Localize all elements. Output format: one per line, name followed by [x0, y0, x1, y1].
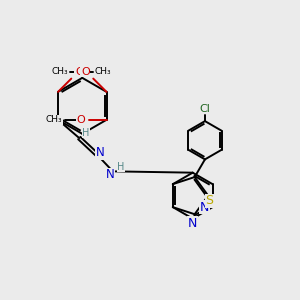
- Text: H: H: [82, 128, 89, 138]
- Text: S: S: [206, 194, 214, 207]
- Text: N: N: [95, 146, 104, 159]
- Text: Cl: Cl: [200, 104, 210, 114]
- Text: N: N: [106, 168, 115, 182]
- Text: H: H: [117, 162, 125, 172]
- Text: O: O: [81, 67, 90, 77]
- Text: N: N: [188, 217, 197, 230]
- Text: O: O: [76, 115, 85, 125]
- Text: N: N: [200, 201, 209, 214]
- Text: CH₃: CH₃: [51, 67, 68, 76]
- Text: CH₃: CH₃: [46, 115, 62, 124]
- Text: O: O: [75, 67, 84, 77]
- Text: CH₃: CH₃: [94, 67, 111, 76]
